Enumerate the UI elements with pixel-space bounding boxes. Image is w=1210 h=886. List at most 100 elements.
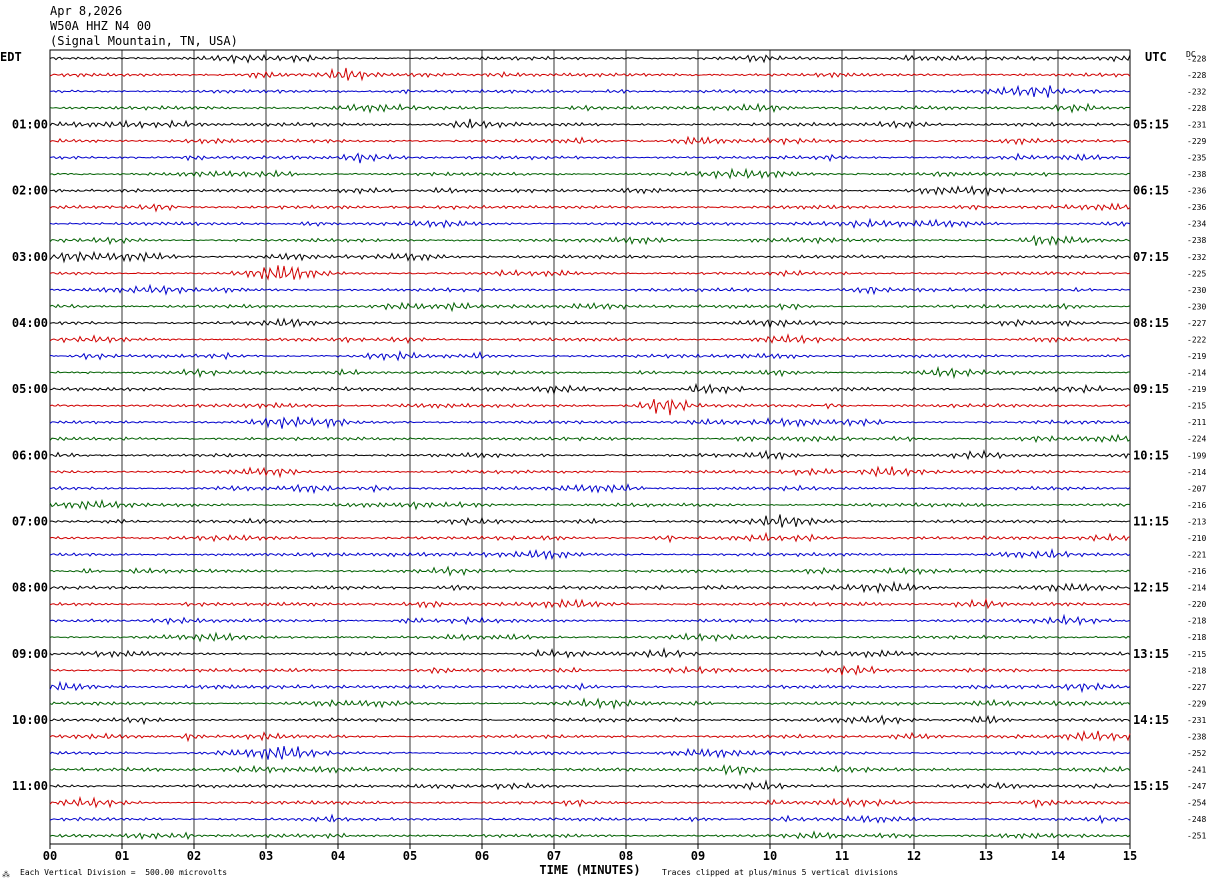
seismic-trace bbox=[50, 365, 1130, 380]
dc-offset-label: -247 bbox=[1187, 782, 1206, 791]
dc-offset-label: -241 bbox=[1187, 766, 1206, 775]
x-tick-label: 14 bbox=[1051, 849, 1065, 863]
right-hour-label: 06:15 bbox=[1133, 184, 1169, 198]
dc-offset-label: -238 bbox=[1187, 236, 1206, 245]
dc-offset-label: -211 bbox=[1187, 418, 1206, 427]
dc-offset-label: -210 bbox=[1187, 534, 1206, 543]
seismic-trace bbox=[49, 250, 1131, 264]
seismic-trace bbox=[49, 202, 1131, 213]
seismic-trace bbox=[49, 333, 1131, 345]
left-timezone-label: EDT bbox=[0, 50, 22, 64]
dc-offset-label: -218 bbox=[1187, 617, 1206, 626]
seismic-trace bbox=[49, 813, 1131, 825]
dc-offset-label: -214 bbox=[1187, 369, 1206, 378]
seismic-trace bbox=[49, 548, 1131, 561]
dc-offset-label: -215 bbox=[1187, 650, 1206, 659]
dc-offset-label: -207 bbox=[1187, 484, 1206, 493]
dc-offset-label: -236 bbox=[1187, 203, 1206, 212]
dc-offset-label: -219 bbox=[1187, 352, 1206, 361]
corner-mark: ⁂ bbox=[2, 870, 10, 879]
right-hour-label: 11:15 bbox=[1133, 514, 1169, 528]
x-tick-label: 04 bbox=[331, 849, 345, 863]
dc-label: DC bbox=[1186, 50, 1196, 59]
dc-offset-label: -228 bbox=[1187, 71, 1206, 80]
left-hour-label: 05:00 bbox=[12, 382, 48, 396]
left-hour-label: 11:00 bbox=[12, 779, 48, 793]
seismic-trace bbox=[49, 498, 1131, 511]
dc-offset-label: -248 bbox=[1187, 815, 1206, 824]
dc-offset-label: -231 bbox=[1187, 716, 1206, 725]
right-hour-label: 15:15 bbox=[1133, 779, 1169, 793]
seismic-trace bbox=[49, 745, 1131, 760]
left-hour-label: 07:00 bbox=[12, 514, 48, 528]
seismic-trace bbox=[49, 398, 1130, 416]
right-hour-label: 14:15 bbox=[1133, 713, 1169, 727]
x-tick-label: 09 bbox=[691, 849, 705, 863]
seismic-trace bbox=[49, 265, 1131, 281]
x-tick-label: 05 bbox=[403, 849, 417, 863]
seismic-trace bbox=[50, 84, 1131, 98]
x-tick-label: 00 bbox=[43, 849, 57, 863]
seismic-trace bbox=[49, 53, 1131, 65]
x-tick-label: 03 bbox=[259, 849, 273, 863]
dc-offset-label: -213 bbox=[1187, 517, 1206, 526]
dc-offset-label: -214 bbox=[1187, 584, 1206, 593]
seismic-trace bbox=[49, 613, 1131, 627]
seismic-trace bbox=[49, 714, 1131, 726]
dc-offset-label: -235 bbox=[1187, 154, 1206, 163]
dc-offset-label: -230 bbox=[1187, 302, 1206, 311]
plot-frame bbox=[49, 49, 1131, 845]
dc-offset-label: -199 bbox=[1187, 451, 1206, 460]
x-tick-label: 11 bbox=[835, 849, 849, 863]
dc-offset-label: -229 bbox=[1187, 137, 1206, 146]
dc-offset-label: -225 bbox=[1187, 269, 1206, 278]
dc-offset-label: -214 bbox=[1187, 468, 1206, 477]
dc-offset-label: -231 bbox=[1187, 120, 1206, 129]
x-tick-label: 07 bbox=[547, 849, 561, 863]
seismic-trace bbox=[50, 779, 1131, 791]
seismic-trace bbox=[49, 647, 1131, 659]
seismic-trace bbox=[49, 67, 1131, 82]
seismic-trace bbox=[49, 382, 1131, 396]
dc-offset-label: -216 bbox=[1187, 501, 1206, 510]
label-group: 00 01 02 03 04 05 06 07 08 09 10 11 12 13 14 15 TIME (MI… bbox=[12, 54, 1207, 877]
dc-offset-label: -224 bbox=[1187, 435, 1206, 444]
right-hour-label: 09:15 bbox=[1133, 382, 1169, 396]
seismic-trace bbox=[49, 483, 1131, 495]
dc-offset-label: -252 bbox=[1187, 749, 1206, 758]
dc-offset-label: -254 bbox=[1187, 799, 1206, 808]
dc-offset-label: -236 bbox=[1187, 187, 1206, 196]
seismic-trace bbox=[49, 283, 1131, 296]
dc-offset-label: -229 bbox=[1187, 699, 1206, 708]
dc-offset-label: -218 bbox=[1187, 666, 1206, 675]
dc-offset-label: -234 bbox=[1187, 220, 1206, 229]
right-hour-label: 05:15 bbox=[1133, 117, 1169, 131]
dc-offset-label: -215 bbox=[1187, 402, 1206, 411]
left-hour-label: 01:00 bbox=[12, 117, 48, 131]
seismic-trace bbox=[49, 531, 1131, 544]
left-hour-label: 08:00 bbox=[12, 581, 48, 595]
grid-lines bbox=[49, 49, 1131, 849]
x-tick-label: 01 bbox=[115, 849, 129, 863]
seismic-trace bbox=[49, 795, 1131, 809]
right-hour-label: 10:15 bbox=[1133, 448, 1169, 462]
seismic-trace bbox=[49, 152, 1131, 164]
dc-offset-label: -238 bbox=[1187, 732, 1206, 741]
dc-offset-label: -219 bbox=[1187, 385, 1206, 394]
x-tick-label: 12 bbox=[907, 849, 921, 863]
seismic-trace bbox=[49, 680, 1131, 694]
trace-group bbox=[49, 53, 1131, 841]
dc-offset-label: -221 bbox=[1187, 551, 1206, 560]
left-hour-label: 03:00 bbox=[12, 250, 48, 264]
seismic-trace bbox=[49, 317, 1131, 330]
seismic-trace bbox=[49, 664, 1131, 676]
dc-offset-label: -218 bbox=[1187, 633, 1206, 642]
x-tick-label: 13 bbox=[979, 849, 993, 863]
seismic-trace bbox=[49, 433, 1131, 444]
right-hour-label: 13:15 bbox=[1133, 647, 1169, 661]
seismic-trace bbox=[49, 416, 1131, 430]
seismic-trace bbox=[49, 729, 1131, 743]
left-hour-label: 09:00 bbox=[12, 647, 48, 661]
seismic-trace bbox=[49, 449, 1131, 461]
